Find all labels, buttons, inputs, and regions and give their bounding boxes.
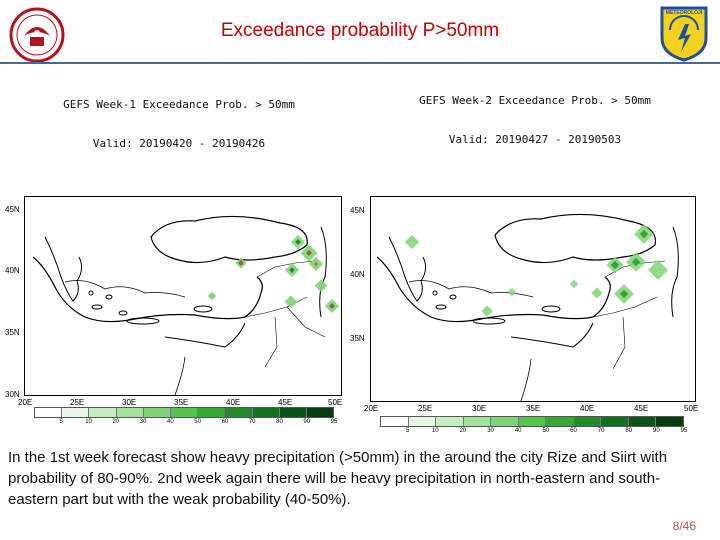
colorbar-swatch bbox=[306, 408, 334, 417]
panel-week1-valid: Valid: 20190420 - 20190426 bbox=[92, 137, 266, 150]
map-week1-graphic bbox=[32, 215, 340, 395]
colorbar-tick-label: 90 bbox=[303, 419, 311, 425]
map-week2-lon-45e: 45E bbox=[634, 404, 649, 413]
colorbar-swatch bbox=[656, 417, 684, 426]
map-week1-lon-50e: 50E bbox=[328, 398, 343, 407]
map-week2-lat-40n: 40N bbox=[350, 270, 365, 279]
colorbar-tick-label: 80 bbox=[276, 419, 283, 425]
colorbar-tick-label: 80 bbox=[625, 428, 633, 434]
colorbar-tick-label: 30 bbox=[487, 428, 494, 434]
colorbar-tick-label: 70 bbox=[248, 419, 256, 425]
map-week1-lat-40n: 40N bbox=[5, 266, 20, 275]
colorbar-swatch bbox=[573, 417, 602, 426]
map-week2-lat-45n: 45N bbox=[350, 206, 365, 215]
colorbar-tick-label: 20 bbox=[459, 428, 467, 434]
slide-title: Exceedance probability P>50mm bbox=[220, 20, 500, 41]
panel-week2-title: GEFS Week-2 Exceedance Prob. > 50mm bbox=[419, 94, 651, 107]
map-week2-lat-35n: 35N bbox=[350, 334, 365, 343]
colorbar-tick-label: 5 bbox=[59, 419, 63, 425]
panel-week1-title: GEFS Week-1 Exceedance Prob. > 50mm bbox=[63, 98, 295, 111]
colorbar-week2-ticks: 5 10 20 30 40 50 60 70 80 90 95 bbox=[380, 427, 687, 435]
colorbar-swatch bbox=[518, 417, 547, 426]
title-divider bbox=[0, 62, 720, 64]
colorbar-swatch bbox=[408, 417, 437, 426]
colorbar-swatch bbox=[546, 417, 574, 426]
map-week2-lon-40e: 40E bbox=[580, 404, 595, 413]
page-number: 8/46 bbox=[672, 519, 696, 533]
colorbar-swatch bbox=[170, 408, 199, 417]
colorbar-swatch bbox=[143, 408, 171, 417]
map-week1-lat-35n: 35N bbox=[5, 328, 20, 337]
colorbar-tick-label: 50 bbox=[542, 428, 550, 434]
map-week1-lon-20e: 20E bbox=[18, 398, 33, 407]
colorbar-swatch bbox=[35, 408, 63, 417]
map-week2-lon-35e: 35E bbox=[526, 404, 541, 413]
colorbar-swatch bbox=[116, 408, 144, 417]
colorbar-tick-label: 70 bbox=[597, 428, 605, 434]
colorbar-tick-label: 40 bbox=[514, 428, 522, 434]
colorbar-swatch bbox=[463, 417, 492, 426]
colorbar-tick-label: 95 bbox=[330, 419, 338, 425]
map-week1-lat-30n: 30N bbox=[5, 390, 20, 399]
colorbar-swatch bbox=[279, 408, 307, 417]
colorbar-week2-swatches bbox=[380, 416, 684, 427]
panel-week2-valid: Valid: 20190427 - 20190503 bbox=[448, 133, 622, 146]
colorbar-tick-label: 60 bbox=[221, 419, 229, 425]
map-week1-lon-45e: 45E bbox=[278, 398, 293, 407]
colorbar-tick-label: 10 bbox=[431, 428, 439, 434]
map-week2-lon-50e: 50E bbox=[684, 404, 699, 413]
colorbar-swatch bbox=[252, 408, 280, 417]
map-week1-lon-25e: 25E bbox=[70, 398, 85, 407]
meteorology-logo: METEOROLOJİ bbox=[658, 4, 710, 62]
panel-week2-heading: GEFS Week-2 Exceedance Prob. > 50mm Vali… bbox=[390, 68, 680, 159]
meteorology-logo-text: METEOROLOJİ bbox=[665, 10, 703, 16]
colorbar-tick-label: 95 bbox=[680, 428, 688, 434]
colorbar-tick-label: 5 bbox=[405, 428, 410, 434]
colorbar-tick-label: 60 bbox=[570, 428, 577, 434]
map-week1-lon-40e: 40E bbox=[226, 398, 241, 407]
colorbar-tick-label: 90 bbox=[653, 428, 660, 434]
university-logo bbox=[8, 6, 66, 64]
map-week1-lon-30e: 30E bbox=[122, 398, 137, 407]
map-week2-graphic bbox=[376, 213, 679, 401]
colorbar-tick-label: 30 bbox=[139, 419, 147, 425]
colorbar-week1: 5 10 20 30 40 50 60 70 80 90 95 bbox=[34, 407, 338, 426]
map-week2 bbox=[370, 196, 696, 402]
forecast-description: In the 1st week forecast show heavy prec… bbox=[8, 449, 668, 508]
map-week1-lon-35e: 35E bbox=[174, 398, 189, 407]
colorbar-swatch bbox=[89, 408, 117, 417]
map-week2-lon-30e: 30E bbox=[472, 404, 487, 413]
colorbar-tick-label: 40 bbox=[167, 419, 174, 425]
colorbar-swatch bbox=[62, 408, 90, 417]
colorbar-week2: 5 10 20 30 40 50 60 70 80 90 95 bbox=[380, 416, 687, 435]
map-week2-lon-20e: 20E bbox=[364, 404, 379, 413]
colorbar-swatch bbox=[601, 417, 629, 426]
colorbar-week1-ticks: 5 10 20 30 40 50 60 70 80 90 95 bbox=[34, 418, 338, 426]
map-week2-lon-25e: 25E bbox=[418, 404, 433, 413]
colorbar-swatch bbox=[436, 417, 464, 426]
colorbar-week1-swatches bbox=[34, 407, 334, 418]
colorbar-swatch bbox=[628, 417, 657, 426]
colorbar-tick-label: 20 bbox=[112, 419, 120, 425]
panel-week1-heading: GEFS Week-1 Exceedance Prob. > 50mm Vali… bbox=[34, 72, 324, 163]
colorbar-tick-label: 50 bbox=[194, 419, 201, 425]
colorbar-swatch bbox=[491, 417, 519, 426]
map-week1 bbox=[24, 196, 342, 396]
colorbar-swatch bbox=[225, 408, 253, 417]
colorbar-swatch bbox=[381, 417, 409, 426]
colorbar-tick-label: 10 bbox=[85, 419, 92, 425]
map-week1-lat-45n: 45N bbox=[5, 205, 20, 214]
colorbar-swatch bbox=[198, 408, 226, 417]
